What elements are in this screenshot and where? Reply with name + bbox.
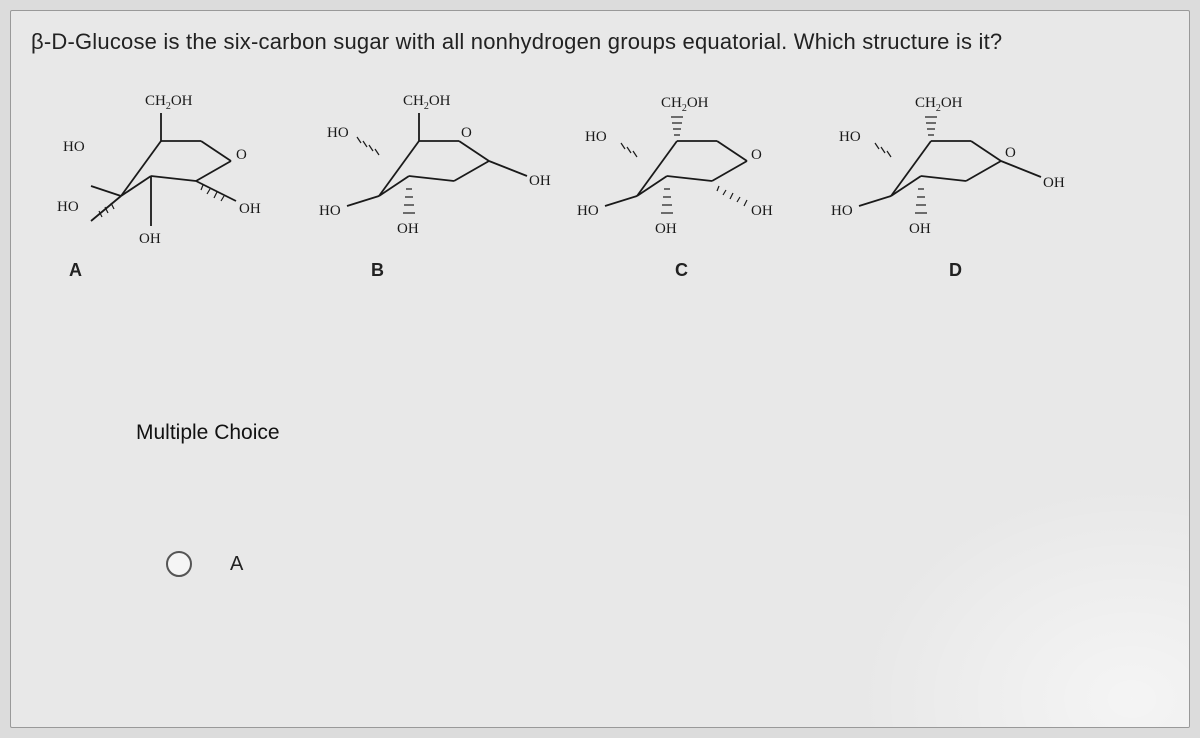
question-text: β-D-Glucose is the six-carbon sugar with…: [31, 29, 1002, 55]
svg-text:HO: HO: [577, 203, 599, 219]
svg-text:CH2OH: CH2OH: [661, 95, 709, 114]
svg-text:O: O: [751, 147, 762, 163]
page-container: β-D-Glucose is the six-carbon sugar with…: [10, 10, 1190, 728]
structure-a: CH2OH O HO HO OH OH A: [51, 81, 311, 281]
svg-text:OH: OH: [397, 221, 419, 237]
radio-a[interactable]: [166, 551, 192, 577]
structure-label-a: A: [69, 260, 82, 281]
option-a[interactable]: A: [166, 551, 243, 577]
svg-text:HO: HO: [839, 129, 861, 145]
svg-text:OH: OH: [655, 221, 677, 237]
structure-label-c: C: [675, 260, 688, 281]
svg-text:CH2OH: CH2OH: [403, 93, 451, 112]
svg-text:O: O: [461, 125, 472, 141]
svg-text:HO: HO: [319, 203, 341, 219]
svg-text:OH: OH: [1043, 175, 1065, 191]
ring-o: O: [236, 147, 247, 163]
svg-text:OH: OH: [909, 221, 931, 237]
ch2oh-label: CH2OH: [145, 93, 193, 112]
svg-text:O: O: [1005, 145, 1016, 161]
option-a-label: A: [230, 553, 243, 576]
svg-text:HO: HO: [831, 203, 853, 219]
ho-label: HO: [63, 139, 85, 155]
structure-label-b: B: [371, 260, 384, 281]
svg-text:HO: HO: [327, 125, 349, 141]
multiple-choice-heading: Multiple Choice: [136, 421, 280, 445]
svg-text:HO: HO: [585, 129, 607, 145]
svg-text:OH: OH: [529, 173, 551, 189]
ho-label-2: HO: [57, 199, 79, 215]
structures-row: CH2OH O HO HO OH OH A: [51, 81, 1151, 291]
oh-right: OH: [239, 201, 261, 217]
oh-bottom: OH: [139, 231, 161, 247]
structure-d: CH2OH O HO HO OH OH D: [821, 81, 1081, 281]
structure-label-d: D: [949, 260, 962, 281]
glare-overlay: [809, 447, 1189, 727]
svg-text:OH: OH: [751, 203, 773, 219]
structure-b: CH2OH O HO HO OH OH B: [309, 81, 569, 281]
svg-text:CH2OH: CH2OH: [915, 95, 963, 114]
structure-c: CH2OH O HO HO OH OH C: [567, 81, 827, 281]
